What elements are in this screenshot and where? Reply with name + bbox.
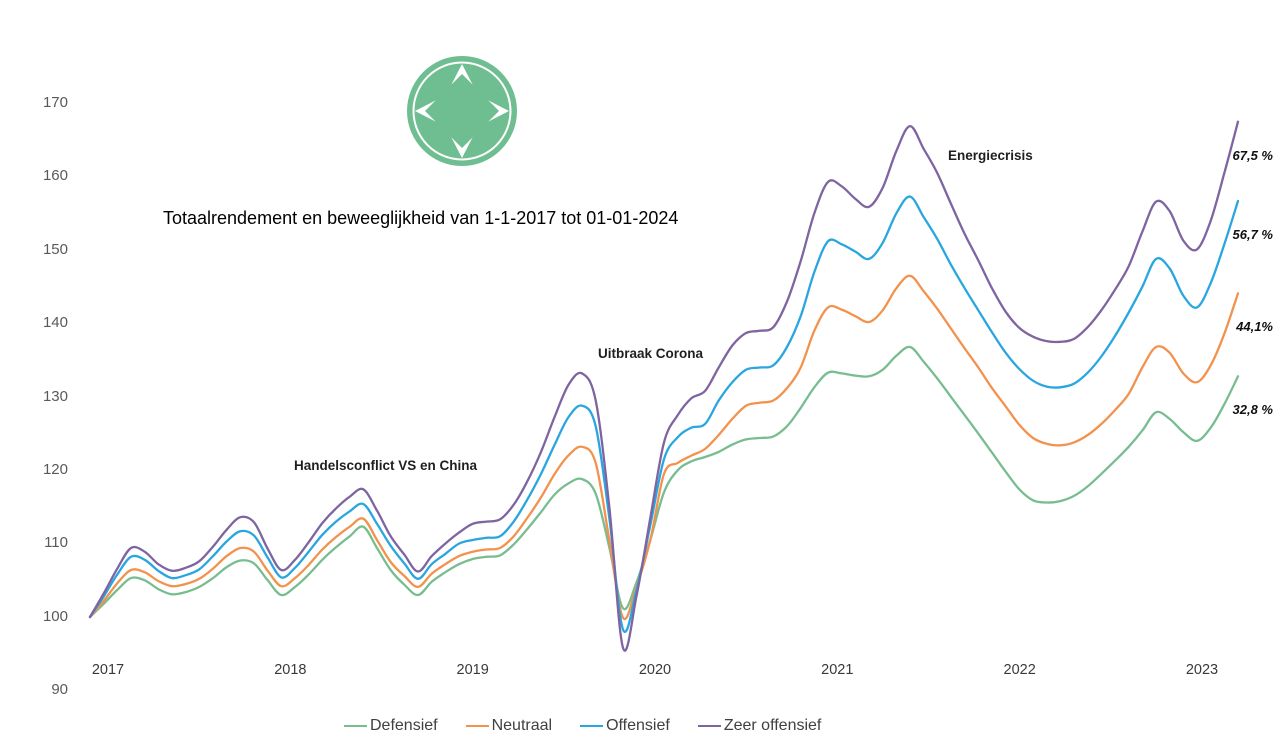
logo-diamond (425, 74, 499, 148)
legend-label: Offensief (606, 717, 670, 734)
legend-item-defensief: Defensief (344, 717, 438, 735)
chart-title: Totaalrendement en beweeglijkheid van 1-… (163, 208, 679, 228)
legend-swatch-icon (580, 724, 604, 728)
legend-label: Neutraal (491, 717, 553, 734)
legend-swatch-icon (344, 724, 367, 728)
legend-item-neutraal: Neutraal (465, 717, 553, 735)
logo-ring (412, 61, 512, 161)
annotation-uitbraak: Uitbraak Corona (598, 346, 704, 361)
y-tick-label-150: 150 (42, 240, 68, 258)
series-line-offensief (88, 195, 1240, 633)
legend-swatch-icon (465, 724, 489, 728)
x-tick-label-2019: 2019 (456, 662, 489, 678)
y-tick-label-140: 140 (42, 314, 68, 332)
x-tick-label-2022: 2022 (1003, 662, 1036, 678)
diamond-compass-logo (407, 56, 517, 166)
y-tick-label-120: 120 (42, 460, 68, 478)
end-label-zeer-offensief: 67,5 % (1232, 147, 1273, 163)
legend-swatch-icon (697, 724, 721, 728)
legend-item-zeer-offensief: Zeer offensief (697, 717, 822, 735)
y-tick-label-110: 110 (44, 534, 68, 552)
x-tick-label-2023: 2023 (1185, 662, 1219, 678)
series-line-defensief (88, 345, 1240, 619)
series-line-zeer-offensief (88, 120, 1240, 652)
end-label-defensief: 32,8 % (1232, 402, 1273, 418)
chart-legend: Defensief Neutraal Offensief Zeer offensief (344, 714, 821, 738)
legend-item-offensief: Offensief (580, 717, 670, 735)
x-tick-label-2021: 2021 (821, 662, 854, 678)
series-line-neutraal (88, 274, 1240, 621)
legend-label: Zeer offensief (723, 717, 822, 734)
y-tick-label-130: 130 (42, 387, 68, 405)
y-tick-label-100: 100 (42, 607, 68, 625)
annotation-energiecrisis: Energiecrisis (948, 148, 1033, 163)
x-tick-label-2020: 2020 (638, 662, 672, 678)
x-tick-label-2018: 2018 (274, 662, 307, 678)
series-lines (88, 120, 1240, 652)
y-tick-label-170: 170 (42, 94, 68, 111)
y-tick-label-160: 160 (42, 167, 68, 185)
end-label-offensief: 56,7 % (1232, 226, 1273, 242)
end-label-neutraal: 44,1% (1236, 319, 1273, 335)
x-tick-label-2017: 2017 (91, 662, 125, 678)
annotation-handelsconflict: Handelsconflict VS en China (294, 458, 478, 473)
y-tick-label-90: 90 (51, 681, 68, 698)
legend-label: Defensief (370, 717, 438, 734)
